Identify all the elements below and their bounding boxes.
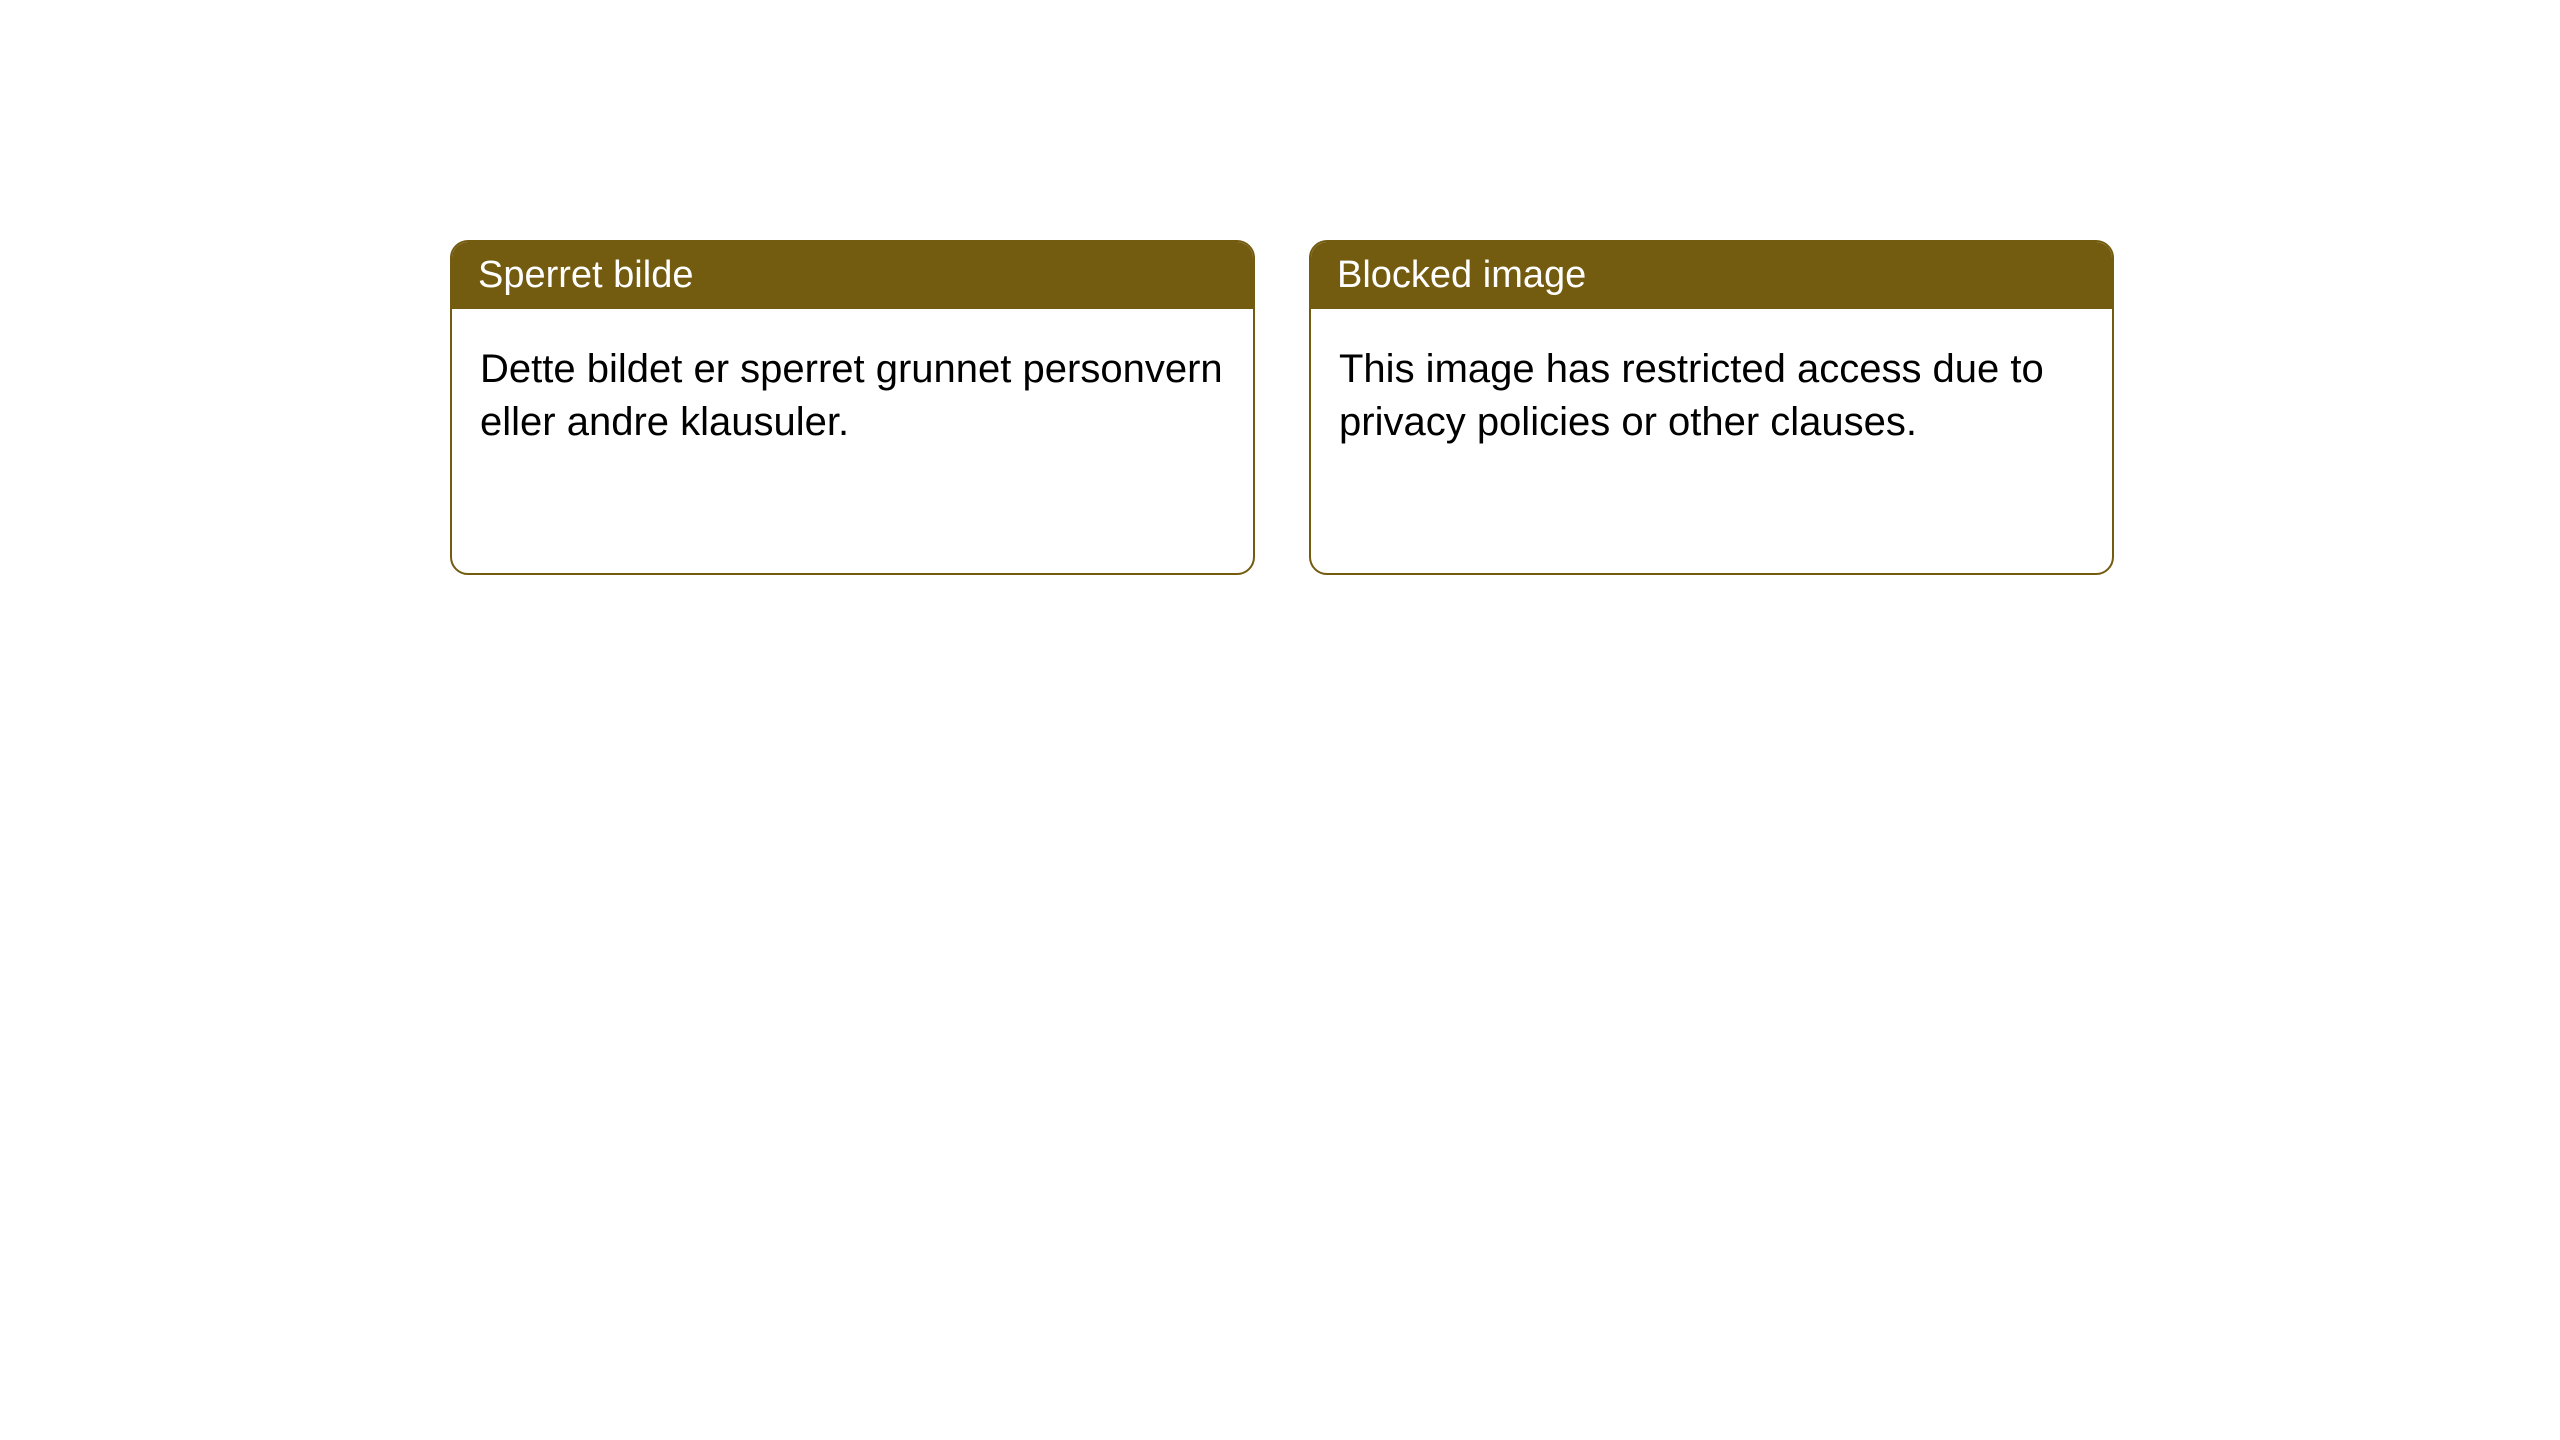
notice-cards-row: Sperret bilde Dette bildet er sperret gr… (450, 240, 2114, 575)
notice-title-norwegian: Sperret bilde (452, 242, 1253, 309)
notice-card-english: Blocked image This image has restricted … (1309, 240, 2114, 575)
notice-body-english: This image has restricted access due to … (1311, 309, 2112, 483)
notice-card-norwegian: Sperret bilde Dette bildet er sperret gr… (450, 240, 1255, 575)
notice-title-english: Blocked image (1311, 242, 2112, 309)
notice-body-norwegian: Dette bildet er sperret grunnet personve… (452, 309, 1253, 483)
